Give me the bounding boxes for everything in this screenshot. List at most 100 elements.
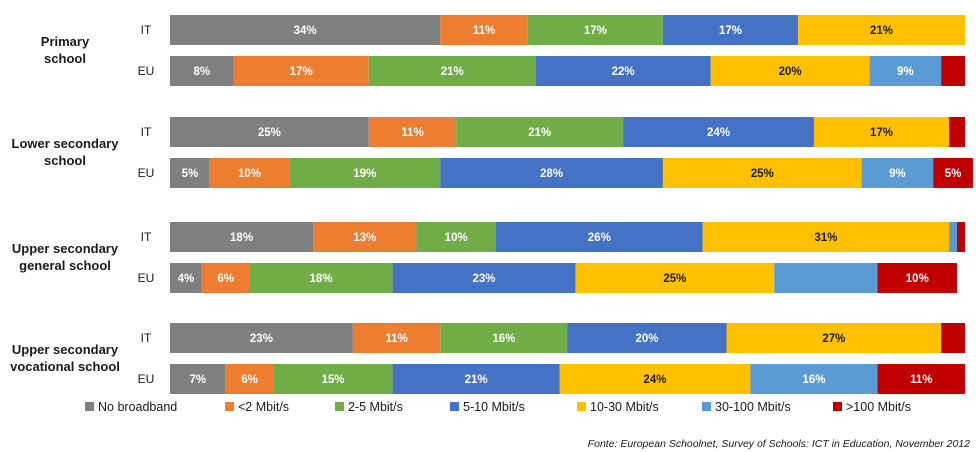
bar-segment [440, 15, 528, 45]
legend-label: >100 Mbit/s [846, 400, 911, 414]
bar-segment [527, 15, 663, 45]
bar-segment [170, 222, 314, 252]
bar-segment [170, 56, 234, 86]
row-label: EU [138, 64, 155, 78]
row-label: EU [138, 166, 155, 180]
legend-item: No broadband [85, 400, 177, 414]
bar-segment [352, 323, 441, 353]
bar-segment [273, 364, 393, 394]
bar-segment [567, 323, 727, 353]
legend-label: 5-10 Mbit/s [463, 400, 525, 414]
data-label: 25% [751, 168, 774, 180]
group-label: Upper secondary [12, 342, 119, 357]
data-label: 9% [889, 168, 906, 180]
bar-segment [575, 263, 775, 293]
data-label: 21% [870, 25, 893, 37]
data-label: 17% [870, 127, 893, 139]
chart-groups: Primary school IT 34% 11% 17% 17% 21% EU 8% 17% 21%… [10, 15, 973, 394]
legend-swatch [833, 402, 842, 411]
bar-segment [170, 364, 226, 394]
data-label: 18% [230, 232, 253, 244]
data-label: 24% [643, 374, 666, 386]
legend-item: <2 Mbit/s [225, 400, 289, 414]
legend-item: 5-10 Mbit/s [450, 400, 525, 414]
row-label: IT [141, 23, 152, 37]
bar-segment [201, 263, 250, 293]
data-label: 11% [401, 127, 423, 139]
bar-segment [225, 364, 274, 394]
data-label: 11% [385, 333, 407, 345]
bar-segment [813, 117, 950, 147]
bar-segment [949, 117, 965, 147]
data-label: 20% [635, 333, 658, 345]
bar-segment [535, 56, 711, 86]
bar-segment [209, 158, 290, 188]
bar-segment [726, 323, 942, 353]
row-label: IT [141, 230, 152, 244]
legend: No broadband <2 Mbit/s 2-5 Mbit/s 5-10 Mbit… [85, 400, 911, 414]
bar-segment [702, 222, 950, 252]
bar-segment [170, 117, 369, 147]
data-label: 23% [473, 273, 496, 285]
legend-item: >100 Mbit/s [833, 400, 911, 414]
data-label: 23% [250, 333, 273, 345]
bar-segment [368, 117, 457, 147]
data-label: 18% [310, 273, 333, 285]
legend-swatch [225, 402, 234, 411]
data-label: 21% [528, 127, 551, 139]
legend-label: 2-5 Mbit/s [348, 400, 403, 414]
data-label: 21% [465, 374, 488, 386]
bar-segment [877, 263, 958, 293]
data-label: 17% [584, 25, 607, 37]
legend-label: <2 Mbit/s [238, 400, 289, 414]
group-label: Primary [41, 34, 90, 49]
legend-swatch [85, 402, 94, 411]
bar-segment [249, 263, 393, 293]
chart-group: Upper secondary vocational school IT 23% 11%… [10, 323, 965, 394]
data-label: 16% [802, 374, 825, 386]
data-label: 28% [540, 168, 563, 180]
bar-segment [170, 15, 441, 45]
data-label: 7% [190, 374, 207, 386]
legend-swatch [335, 402, 344, 411]
bar-segment [559, 364, 751, 394]
data-label: 25% [663, 273, 686, 285]
source-note: Fonte: European Schoolnet, Survey of Sch… [588, 438, 970, 450]
bar-segment [662, 158, 862, 188]
group-label: school [44, 51, 86, 66]
group-label: vocational school [10, 359, 120, 374]
data-label: 24% [707, 127, 730, 139]
bar-segment [392, 364, 560, 394]
bar-segment [710, 56, 870, 86]
data-label: 25% [258, 127, 281, 139]
row-label: EU [138, 372, 155, 386]
chart-group: Primary school IT 34% 11% 17% 17% 21% EU 8% 17% 21%… [41, 15, 965, 86]
legend-swatch [702, 402, 711, 411]
bar-segment [941, 56, 965, 86]
row-label: EU [138, 271, 155, 285]
data-label: 26% [588, 232, 611, 244]
bar-segment [798, 15, 965, 45]
data-label: 4% [178, 273, 195, 285]
chart-group: Upper secondary general school IT 18% 13% 10%… [12, 222, 965, 293]
data-label: 17% [290, 66, 313, 78]
bar-segment [861, 158, 934, 188]
row-label: IT [141, 331, 152, 345]
bar-segment [170, 263, 202, 293]
group-label: general school [19, 258, 111, 273]
group-label: school [44, 153, 86, 168]
data-label: 9% [897, 66, 914, 78]
data-label: 21% [441, 66, 464, 78]
data-label: 10% [906, 273, 929, 285]
bar-segment [416, 222, 496, 252]
bar-segment [233, 56, 369, 86]
row-label: IT [141, 125, 152, 139]
data-label: 11% [473, 25, 495, 37]
bar-segment [623, 117, 814, 147]
bar-segment [392, 263, 576, 293]
legend-item: 30-100 Mbit/s [702, 400, 791, 414]
bar-segment [170, 323, 353, 353]
data-label: 6% [217, 273, 234, 285]
